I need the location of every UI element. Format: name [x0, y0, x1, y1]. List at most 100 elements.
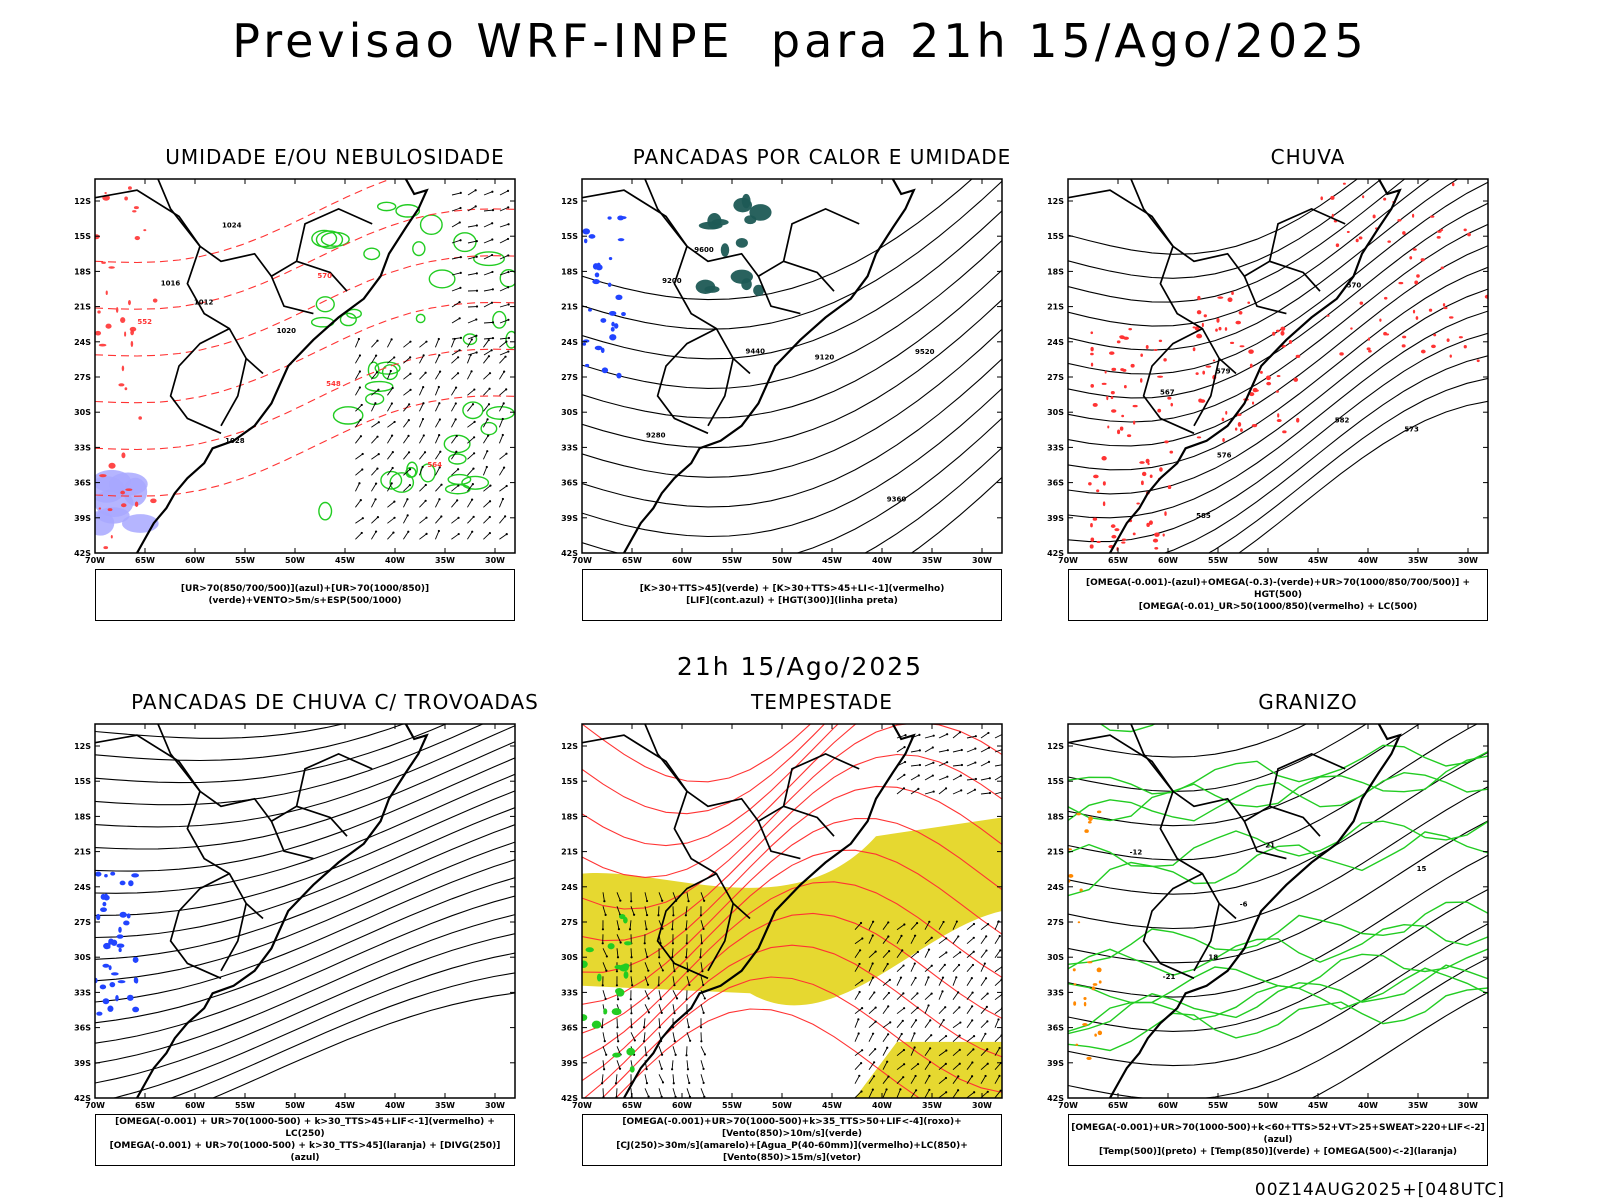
- lon-tick-label: 50W: [285, 1101, 305, 1110]
- lon-tick-label: 60W: [185, 1101, 205, 1110]
- lat-tick-label: 27S: [1047, 918, 1064, 927]
- lon-tick-label: 65W: [622, 556, 642, 565]
- lat-tick-label: 24S: [1047, 338, 1064, 347]
- contour-label: 9360: [887, 496, 907, 504]
- map-area: [582, 724, 1002, 1098]
- lat-tick-label: 30S: [74, 953, 91, 962]
- lat-tick-label: 39S: [74, 514, 91, 523]
- lon-tick-label: 70W: [572, 1101, 592, 1110]
- map-panel-2: PANCADAS POR CALOR E UMIDADE 12S 15S 18S 21S…: [561, 145, 1062, 633]
- lat-tick-label: 36S: [74, 479, 91, 488]
- lat-tick-label: 33S: [1047, 443, 1064, 452]
- map-area: [1068, 179, 1488, 553]
- lat-tick-label: 18S: [561, 812, 578, 821]
- lon-tick-label: 50W: [1258, 1101, 1278, 1110]
- lat-tick-label: 27S: [74, 918, 91, 927]
- lat-tick-label: 12S: [1047, 742, 1064, 751]
- lon-tick-label: 50W: [285, 556, 305, 565]
- lon-tick-label: 55W: [1208, 556, 1228, 565]
- contour-label: 1012: [194, 298, 214, 306]
- lat-tick-label: 39S: [74, 1059, 91, 1068]
- lon-tick-label: 65W: [135, 556, 155, 565]
- lon-tick-label: 70W: [85, 1101, 105, 1110]
- lat-tick-label: 30S: [1047, 953, 1064, 962]
- lat-tick-label: 12S: [74, 742, 91, 751]
- legend-line: [Temp(500)](preto) + [Temp(850)](verde) …: [1098, 1147, 1458, 1157]
- legend-line: [OMEGA(-0.01)_UR>50(1000/850)(vermelho) …: [1138, 602, 1418, 612]
- lat-tick-label: 42S: [1047, 549, 1064, 558]
- contour-label: -6: [1240, 900, 1248, 908]
- panel-title: UMIDADE E/OU NEBULOSIDADE: [165, 145, 505, 169]
- lat-tick-label: 15S: [74, 777, 91, 786]
- lon-tick-label: 65W: [1108, 1101, 1128, 1110]
- lon-tick-label: 30W: [1458, 1101, 1478, 1110]
- lon-tick-label: 60W: [672, 1101, 692, 1110]
- lat-tick-label: 33S: [1047, 988, 1064, 997]
- lat-tick-label: 42S: [561, 1094, 578, 1103]
- lat-tick-label: 15S: [74, 232, 91, 241]
- lat-tick-label: 12S: [1047, 197, 1064, 206]
- lon-tick-label: 70W: [1058, 1101, 1078, 1110]
- panel-legend: [OMEGA(-0.001) + UR>70(1000-500) + k>30_…: [95, 1114, 515, 1166]
- lat-tick-label: 15S: [561, 232, 578, 241]
- contour-label: 567: [1160, 388, 1175, 396]
- lat-tick-label: 27S: [561, 373, 578, 382]
- lat-tick-label: 36S: [1047, 1024, 1064, 1033]
- contour-label: 548: [326, 380, 341, 388]
- contour-label: 9200: [662, 277, 682, 285]
- panel-legend: [OMEGA(-0.001)+UR>70(1000-500)+k>35_TTS>…: [582, 1114, 1002, 1166]
- legend-line: [LIF](cont.azul) + [HGT(300)](linha pret…: [686, 596, 898, 606]
- lon-tick-label: 40W: [872, 1101, 892, 1110]
- lat-tick-label: 27S: [561, 918, 578, 927]
- lon-tick-label: 55W: [1208, 1101, 1228, 1110]
- lat-tick-label: 21S: [74, 848, 91, 857]
- lat-tick-label: 33S: [74, 988, 91, 997]
- lat-tick-label: 18S: [1047, 812, 1064, 821]
- contour-label: 1024: [222, 221, 242, 229]
- lon-tick-label: 65W: [1108, 556, 1128, 565]
- lat-tick-label: 39S: [1047, 1059, 1064, 1068]
- lat-tick-label: 42S: [74, 549, 91, 558]
- legend-line: [K>30+TTS>45](verde) + [K>30+TTS>45+LI<-…: [639, 584, 945, 594]
- panel-legend: [OMEGA(-0.001)-(azul)+OMEGA(-0.3)-(verde…: [1068, 569, 1488, 621]
- legend-line: [OMEGA(-0.001)+UR>70(1000-500)+k<60+TTS>…: [1071, 1123, 1485, 1145]
- lat-tick-label: 18S: [561, 267, 578, 276]
- contour-label: 15: [1417, 865, 1427, 873]
- lon-tick-label: 45W: [822, 1101, 842, 1110]
- lon-tick-label: 60W: [1158, 1101, 1178, 1110]
- map-area: [582, 179, 1002, 553]
- lat-tick-label: 30S: [1047, 408, 1064, 417]
- lon-tick-label: 35W: [435, 556, 455, 565]
- lat-tick-label: 24S: [561, 338, 578, 347]
- contour-label: 1020: [277, 327, 297, 335]
- lat-tick-label: 12S: [561, 742, 578, 751]
- lon-tick-label: 40W: [1358, 1101, 1378, 1110]
- legend-line: [OMEGA(-0.001) + UR>70(1000-500) + k>30_…: [109, 1141, 501, 1163]
- legend-line: [OMEGA(-0.001) + UR>70(1000-500) + k>30_…: [115, 1117, 495, 1139]
- lon-tick-label: 65W: [622, 1101, 642, 1110]
- contour-label: 9600: [694, 246, 714, 254]
- contour-label: 582: [1335, 416, 1350, 424]
- contour-label: 1016: [161, 280, 181, 288]
- page-title: Previsao WRF-INPE para 21h 15/Ago/2025: [232, 14, 1368, 68]
- lat-tick-label: 36S: [561, 479, 578, 488]
- lat-tick-label: 39S: [1047, 514, 1064, 523]
- lon-tick-label: 45W: [822, 556, 842, 565]
- lat-tick-label: 24S: [74, 883, 91, 892]
- lon-tick-label: 70W: [85, 556, 105, 565]
- lon-tick-label: 30W: [485, 1101, 505, 1110]
- lat-tick-label: 42S: [74, 1094, 91, 1103]
- lat-tick-label: 36S: [1047, 479, 1064, 488]
- lon-tick-label: 45W: [335, 1101, 355, 1110]
- lon-tick-label: 35W: [435, 1101, 455, 1110]
- lon-tick-label: 55W: [235, 1101, 255, 1110]
- lon-tick-label: 35W: [922, 556, 942, 565]
- lat-tick-label: 42S: [1047, 1094, 1064, 1103]
- contour-label: 585: [1196, 512, 1211, 520]
- lat-tick-label: 21S: [561, 848, 578, 857]
- bottom-row-subtitle: 21h 15/Ago/2025: [676, 652, 924, 681]
